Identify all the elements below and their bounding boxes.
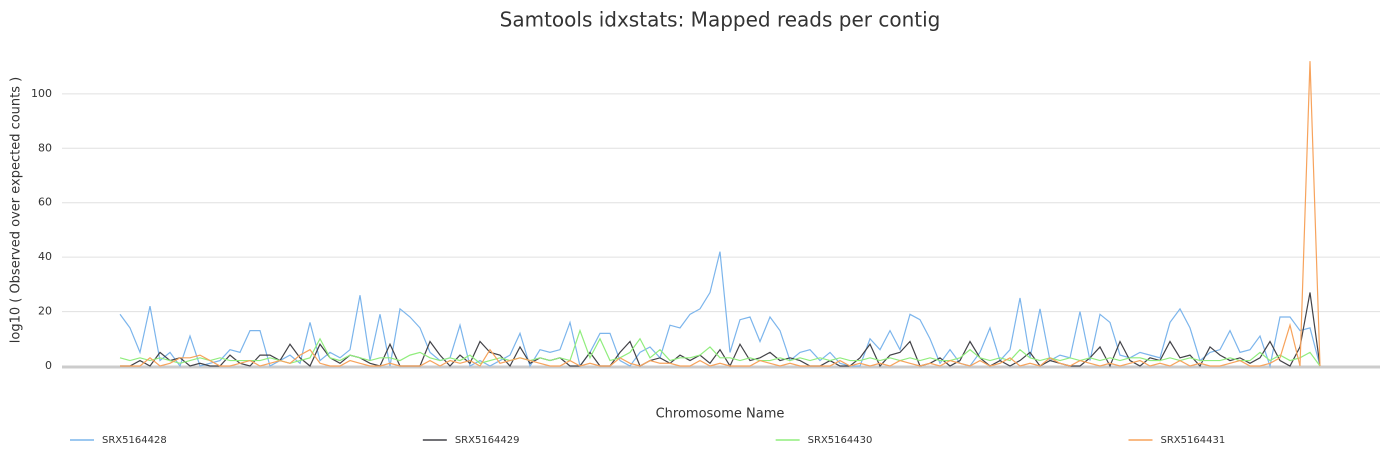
series-line [119, 328, 1321, 367]
y-axis-title: log10 ( Observed over expected counts ) [9, 77, 24, 344]
legend-label: SRX5164429 [455, 435, 520, 446]
legend-label: SRX5164431 [1161, 435, 1226, 446]
x-axis-title: Chromosome Name [656, 407, 785, 422]
y-tick-label: 20 [38, 305, 52, 318]
series-line [119, 251, 1321, 369]
chart-title: Samtools idxstats: Mapped reads per cont… [500, 8, 941, 32]
series-line [120, 292, 1321, 368]
y-tick-label: 0 [45, 359, 52, 372]
legend-label: SRX5164430 [808, 435, 873, 446]
legend-label: SRX5164428 [102, 435, 167, 446]
y-tick-label: 40 [38, 250, 52, 263]
y-tick-label: 100 [31, 87, 52, 100]
y-tick-label: 60 [38, 196, 52, 209]
series-line [120, 61, 1321, 367]
y-tick-label: 80 [38, 141, 52, 154]
